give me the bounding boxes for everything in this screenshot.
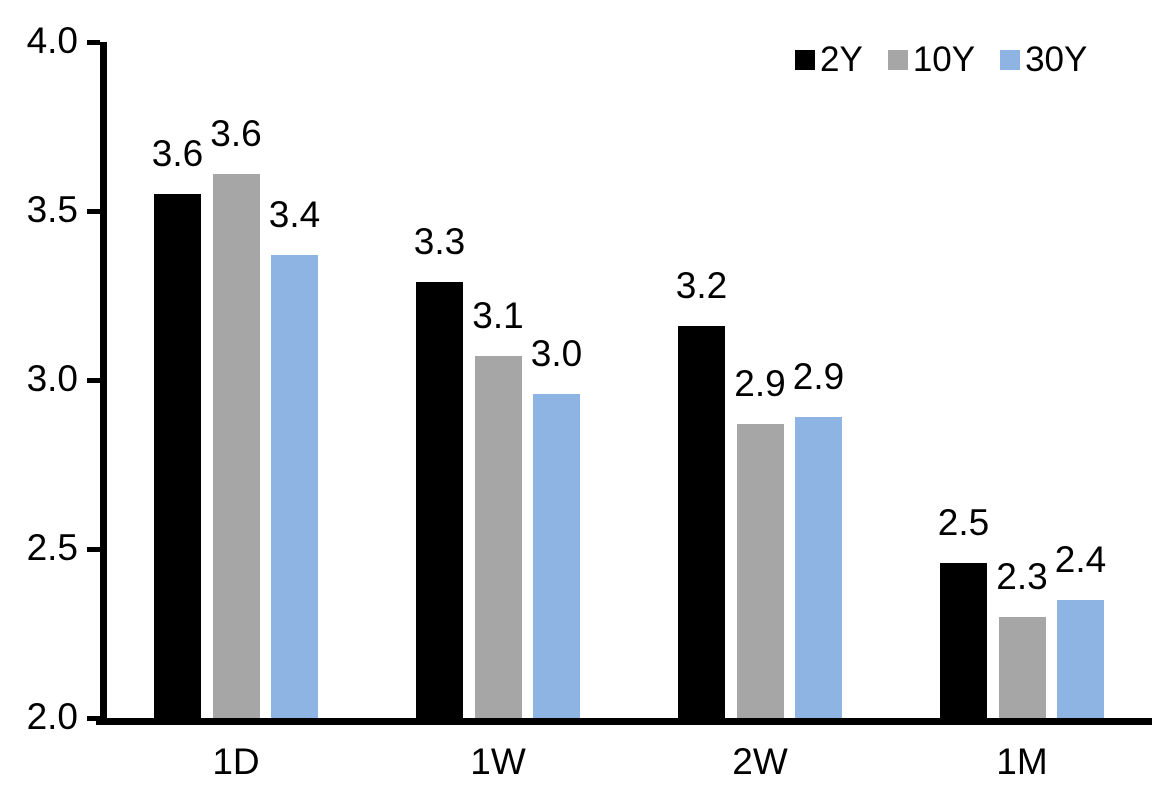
- legend: 2Y 10Y 30Y: [795, 42, 1087, 77]
- y-axis-tick: [87, 546, 100, 552]
- bar-30y-2w: [795, 417, 842, 718]
- legend-item-2y: 2Y: [795, 42, 863, 77]
- y-axis-tick-label: 2.0: [26, 696, 78, 738]
- legend-item-30y: 30Y: [1000, 42, 1087, 77]
- x-axis-line: [96, 718, 1152, 725]
- y-axis-tick: [87, 715, 100, 721]
- bar-value-label: 3.3: [413, 221, 466, 263]
- y-axis-tick: [87, 377, 100, 383]
- bar-value-label: 2.4: [1054, 538, 1107, 580]
- legend-item-10y: 10Y: [887, 40, 976, 79]
- x-axis-category-label: 1W: [470, 741, 526, 782]
- bar-2y-1m: [940, 562, 987, 718]
- bar-value-label: 2.9: [792, 356, 845, 398]
- y-axis-line: [100, 42, 107, 725]
- bar-30y-1w: [533, 393, 580, 718]
- bar-value-label: 3.1: [472, 295, 524, 337]
- y-axis-tick-label: 3.5: [26, 189, 78, 231]
- bar-value-label: 2.3: [996, 555, 1048, 597]
- bar-30y-1m: [1057, 599, 1104, 718]
- bar-2y-2w: [678, 325, 725, 718]
- legend-swatch-2y-icon: [795, 49, 815, 70]
- y-axis-tick-label: 2.5: [26, 527, 78, 569]
- bar-10y-2w: [736, 423, 784, 718]
- y-axis-tick: [87, 208, 100, 214]
- x-axis-category-label: 2W: [732, 741, 788, 782]
- legend-label-2y: 2Y: [820, 40, 863, 79]
- bar-10y-1d: [212, 173, 260, 718]
- bar-10y-1m: [998, 616, 1046, 718]
- bar-30y-1d: [271, 254, 318, 718]
- y-axis-tick: [87, 39, 100, 45]
- legend-swatch-10y-icon: [887, 49, 908, 70]
- legend-label-30y: 30Y: [1025, 40, 1088, 79]
- bar-value-label: 2.9: [734, 363, 786, 405]
- bar-10y-1w: [474, 356, 522, 718]
- y-axis-tick-label: 4.0: [26, 20, 78, 62]
- x-axis-category-label: 1D: [212, 741, 260, 782]
- legend-swatch-30y-icon: [1000, 49, 1021, 70]
- bar-value-label: 2.5: [937, 501, 990, 543]
- bar-value-label: 3.4: [268, 194, 321, 236]
- x-axis-category-label: 1M: [996, 741, 1048, 782]
- bar-value-label: 3.6: [210, 112, 262, 154]
- bar-2y-1w: [416, 281, 463, 718]
- legend-label-10y: 10Y: [912, 40, 976, 79]
- bar-value-label: 3.6: [151, 133, 204, 175]
- bar-value-label: 3.2: [675, 265, 728, 307]
- bar-2y-1d: [154, 194, 201, 718]
- bar-value-label: 3.0: [530, 332, 583, 374]
- y-axis-tick-label: 3.0: [26, 358, 78, 400]
